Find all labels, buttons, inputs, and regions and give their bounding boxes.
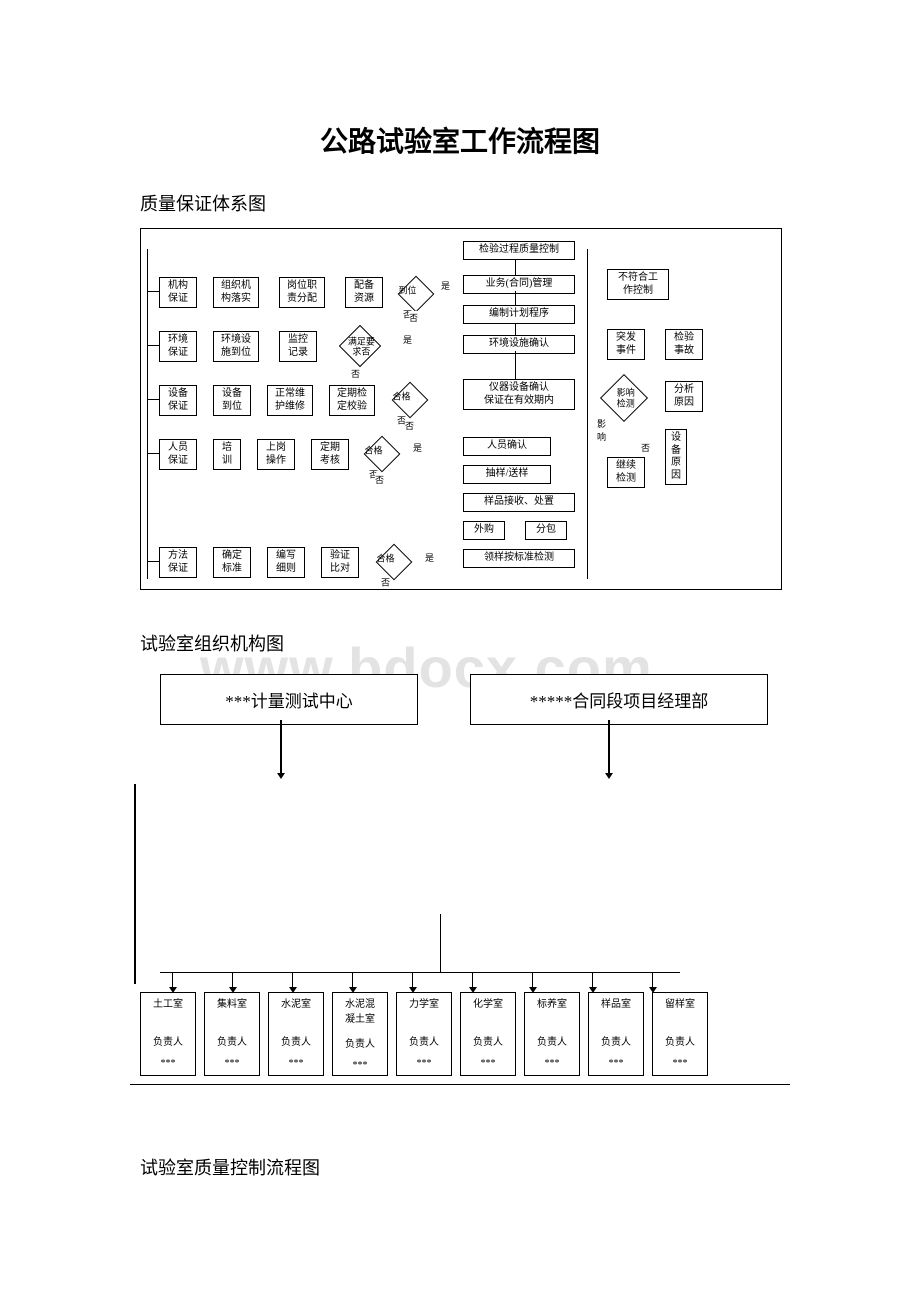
org-hbus <box>160 972 680 973</box>
qa-box-person-confirm: 人员确认 <box>463 437 551 456</box>
org-arrow-left <box>280 720 282 774</box>
dept-chemistry: 化学室 负责人 *** <box>460 992 516 1076</box>
qa-box-method: 方法保证 <box>159 547 197 578</box>
dept-aggregate: 集料室 负责人 *** <box>204 992 260 1076</box>
org-arrow-right <box>608 720 610 774</box>
section2-heading: 试验室组织机构图 <box>140 630 780 656</box>
dept-curing: 标养室 负责人 *** <box>524 992 580 1076</box>
dept-concrete: 水泥混凝土室 负责人 *** <box>332 992 388 1076</box>
qa-box-subcontract: 分包 <box>525 521 567 540</box>
qa-box-std: 确定标准 <box>213 547 251 578</box>
qa-box-maint: 正常维护维修 <box>267 385 313 416</box>
qa-box-analysis: 分析原因 <box>665 381 703 412</box>
label-no-2: 否 <box>351 367 360 380</box>
dept-soil: 土工室 负责人 *** <box>140 992 196 1076</box>
qa-box-sample-recv: 样品接收、处置 <box>463 493 575 512</box>
qa-diamond-ok5: 合格否 <box>376 544 413 581</box>
qa-box-resource: 配备资源 <box>345 277 383 308</box>
dept-retain: 留样室 负责人 *** <box>652 992 708 1076</box>
org-box-center: ***计量测试中心 <box>160 674 418 725</box>
label-yes-1: 是 <box>441 279 450 292</box>
page-title: 公路试验室工作流程图 <box>140 120 780 160</box>
qa-box-burst: 突发事件 <box>607 329 645 360</box>
qa-box-process-qc: 检验过程质量控制 <box>463 241 575 260</box>
qa-box-nc: 不符合工作控制 <box>607 269 669 300</box>
qa-box-monitor: 监控记录 <box>279 331 317 362</box>
qa-diamond-ok3: 合格否 <box>392 382 429 419</box>
qa-box-equip-in: 设备到位 <box>213 385 251 416</box>
label-yes-4: 是 <box>413 441 422 454</box>
label-no-1: 否 <box>409 311 418 324</box>
qa-box-env-confirm: 环境设施确认 <box>463 335 575 354</box>
section3-heading: 试验室质量控制流程图 <box>140 1154 780 1180</box>
qa-box-continue: 继续检测 <box>607 457 645 488</box>
qa-box-plan: 编制计划程序 <box>463 305 575 324</box>
qa-box-equip-confirm: 仪器设备确认保证在有效期内 <box>463 379 575 410</box>
qa-box-detail: 编写细则 <box>267 547 305 578</box>
label-no-3: 否 <box>405 419 414 432</box>
qa-box-env-impl: 环境设施到位 <box>213 331 259 362</box>
qa-box-verify: 验证比对 <box>321 547 359 578</box>
qa-box-train: 培训 <box>213 439 241 470</box>
qa-flowchart: 机构保证 组织机构落实 岗位职责分配 配备资源 到位否 是 否 检验过程质量控制… <box>140 228 782 590</box>
qa-box-outsource: 外购 <box>463 521 505 540</box>
label-impact: 影响 <box>597 417 606 443</box>
qa-box-post: 岗位职责分配 <box>279 277 325 308</box>
dept-sample: 样品室 负责人 *** <box>588 992 644 1076</box>
qa-box-org: 机构保证 <box>159 277 197 308</box>
dept-row: 土工室 负责人 *** 集料室 负责人 *** 水泥室 负责人 *** 水泥混凝… <box>140 992 708 1076</box>
dept-cement: 水泥室 负责人 *** <box>268 992 324 1076</box>
qa-box-equip: 设备保证 <box>159 385 197 416</box>
org-vbus <box>440 914 441 972</box>
org-vline-far-left <box>134 784 136 984</box>
qa-box-cal: 定期检定校验 <box>329 385 375 416</box>
label-yes-2: 是 <box>403 333 412 346</box>
org-bottom-line <box>130 1084 790 1085</box>
qa-diamond-ok4: 合格否 <box>364 436 401 473</box>
qa-box-contract: 业务(合同)管理 <box>463 275 575 294</box>
qa-diamond-inplace: 到位否 <box>398 276 435 313</box>
section1-heading: 质量保证体系图 <box>140 190 780 216</box>
qa-box-assess: 定期考核 <box>311 439 349 470</box>
label-yes-5: 是 <box>425 551 434 564</box>
qa-diamond-impact: 影响检测 <box>600 374 648 422</box>
label-no-impact: 否 <box>641 441 650 454</box>
qa-box-onjob: 上岗操作 <box>257 439 295 470</box>
qa-box-equip-reason: 设备原因 <box>665 429 687 485</box>
qa-box-org-impl: 组织机构落实 <box>213 277 259 308</box>
qa-box-env: 环境保证 <box>159 331 197 362</box>
qa-diamond-req: 满足要求否 <box>339 325 381 367</box>
qa-box-person: 人员保证 <box>159 439 197 470</box>
qa-box-standard-test: 领样按标准检测 <box>463 549 575 568</box>
qa-box-insp: 检验事故 <box>665 329 703 360</box>
org-box-project: *****合同段项目经理部 <box>470 674 768 725</box>
dept-mechanics: 力学室 负责人 *** <box>396 992 452 1076</box>
label-no-4: 否 <box>375 473 384 486</box>
qa-box-sample: 抽样/送样 <box>463 465 551 484</box>
org-chart: ***计量测试中心 *****合同段项目经理部 土工室 负责人 *** 集料室 … <box>140 674 780 1074</box>
